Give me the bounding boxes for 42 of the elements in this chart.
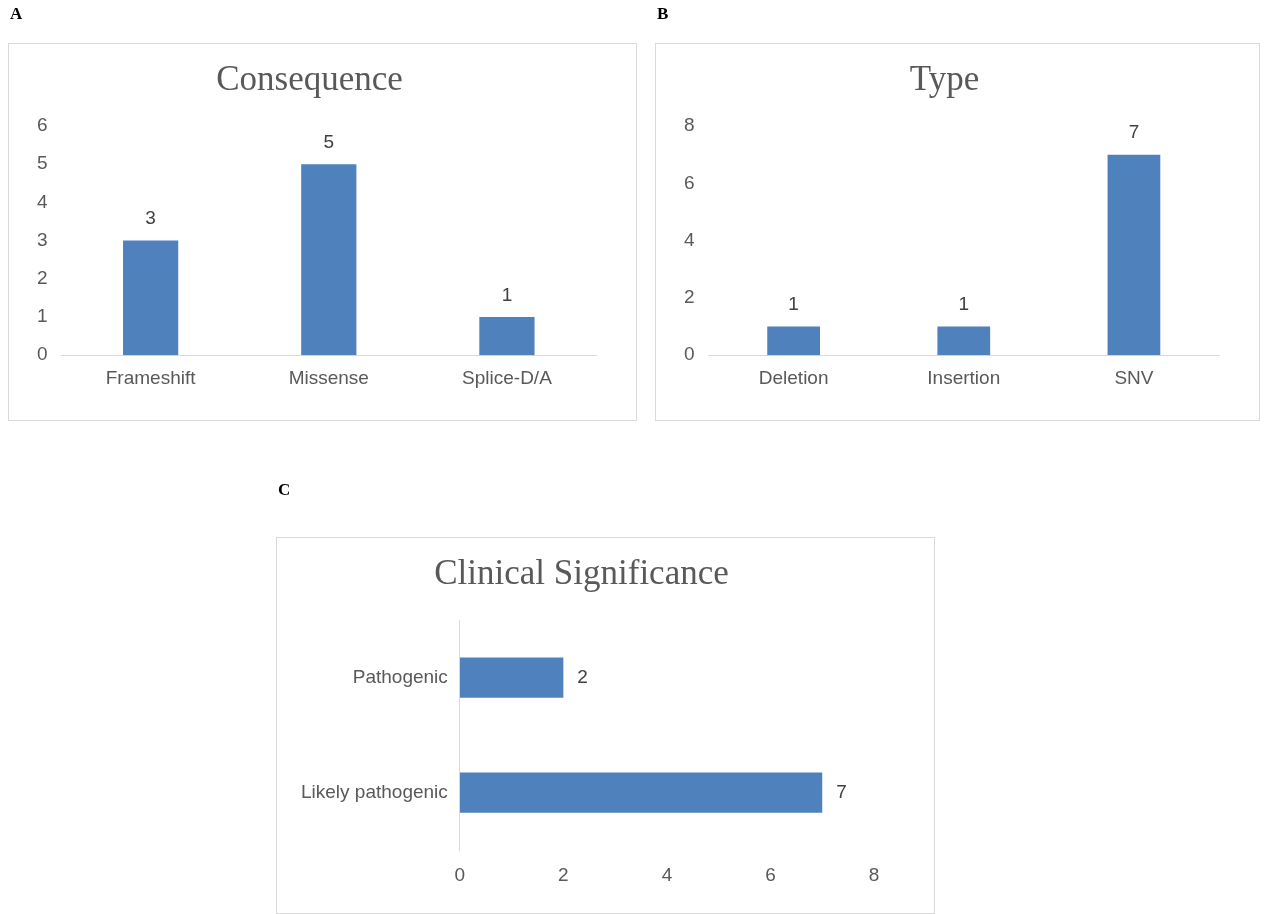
x-tick-label: SNV xyxy=(1114,366,1154,388)
x-tick-label: 0 xyxy=(454,863,466,885)
data-label: 1 xyxy=(501,283,513,305)
data-label: 1 xyxy=(958,293,970,315)
y-tick-label: 3 xyxy=(36,228,48,250)
data-label: 7 xyxy=(836,780,847,802)
y-tick-label: Pathogenic xyxy=(352,665,448,687)
chart-title: Clinical Significance xyxy=(434,553,729,593)
y-tick-label: 1 xyxy=(36,305,48,327)
x-tick-label: Insertion xyxy=(927,366,1001,388)
bar xyxy=(479,317,535,356)
chart-title: Consequence xyxy=(216,59,403,99)
data-label: 7 xyxy=(1128,121,1140,143)
x-tick-label: Missense xyxy=(288,366,369,388)
x-tick-label: Frameshift xyxy=(105,366,197,388)
bar xyxy=(301,164,357,356)
y-tick-label: 0 xyxy=(36,343,48,365)
x-tick-label: 2 xyxy=(558,863,569,885)
data-label: 5 xyxy=(323,130,335,152)
y-tick-label: 2 xyxy=(683,286,695,308)
text: A xyxy=(10,4,23,24)
bar xyxy=(123,240,179,356)
x-tick-label: Deletion xyxy=(758,366,829,388)
x-tick-label: Splice-D/A xyxy=(462,366,553,388)
text: B xyxy=(657,4,669,24)
y-tick-label: 6 xyxy=(683,171,695,193)
y-tick-label: 2 xyxy=(36,267,48,289)
y-tick-label: 4 xyxy=(36,190,48,212)
x-tick-label: 4 xyxy=(661,863,673,885)
y-tick-label: 6 xyxy=(36,114,48,136)
x-tick-label: 6 xyxy=(765,863,776,885)
y-tick-label: 8 xyxy=(683,114,695,136)
chart-title: Type xyxy=(909,59,980,99)
x-tick-label: 8 xyxy=(868,863,880,885)
text: C xyxy=(278,480,291,500)
data-label: 1 xyxy=(788,293,799,315)
y-tick-label: Likely pathogenic xyxy=(301,780,448,802)
y-tick-label: 5 xyxy=(36,152,48,174)
y-tick-label: 4 xyxy=(683,228,695,250)
data-label: 2 xyxy=(577,665,588,687)
data-label: 3 xyxy=(145,207,156,229)
y-tick-label: 0 xyxy=(683,343,695,365)
